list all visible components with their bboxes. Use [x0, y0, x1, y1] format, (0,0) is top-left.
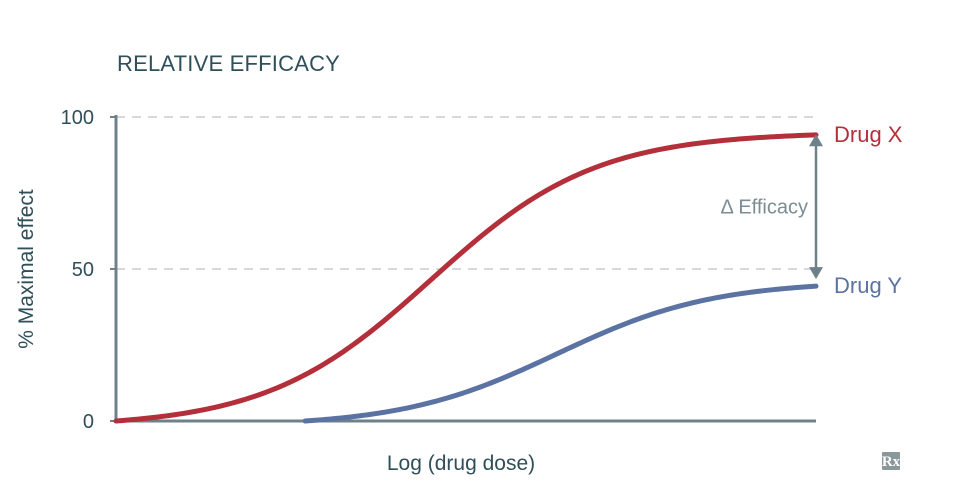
y-tick-label-0: 0: [83, 411, 94, 433]
logo-text: Rx: [882, 454, 901, 470]
efficacy-annotation: Δ Efficacy: [721, 134, 823, 280]
x-axis-label: Log (drug dose): [387, 452, 535, 475]
series-label-drug-y: Drug Y: [834, 273, 902, 298]
series-label-drug-x: Drug X: [834, 122, 903, 147]
series-lines: Drug X Drug Y: [113, 122, 903, 424]
efficacy-arrow-head-bottom: [809, 267, 823, 280]
rx-logo-icon: Rx: [882, 452, 901, 470]
efficacy-annotation-label: Δ Efficacy: [721, 197, 808, 219]
y-axis-label: % Maximal effect: [15, 189, 38, 349]
efficacy-arrow-head-top: [809, 134, 823, 147]
chart-title: RELATIVE EFFICACY: [117, 51, 340, 76]
y-tick-labels: 0 50 100: [61, 107, 116, 433]
series-line-drug-x: [113, 132, 819, 424]
series-line-drug-y: [302, 283, 819, 424]
grid-lines: [116, 116, 816, 270]
y-tick-label-50: 50: [72, 259, 94, 281]
y-tick-label-100: 100: [61, 107, 94, 129]
